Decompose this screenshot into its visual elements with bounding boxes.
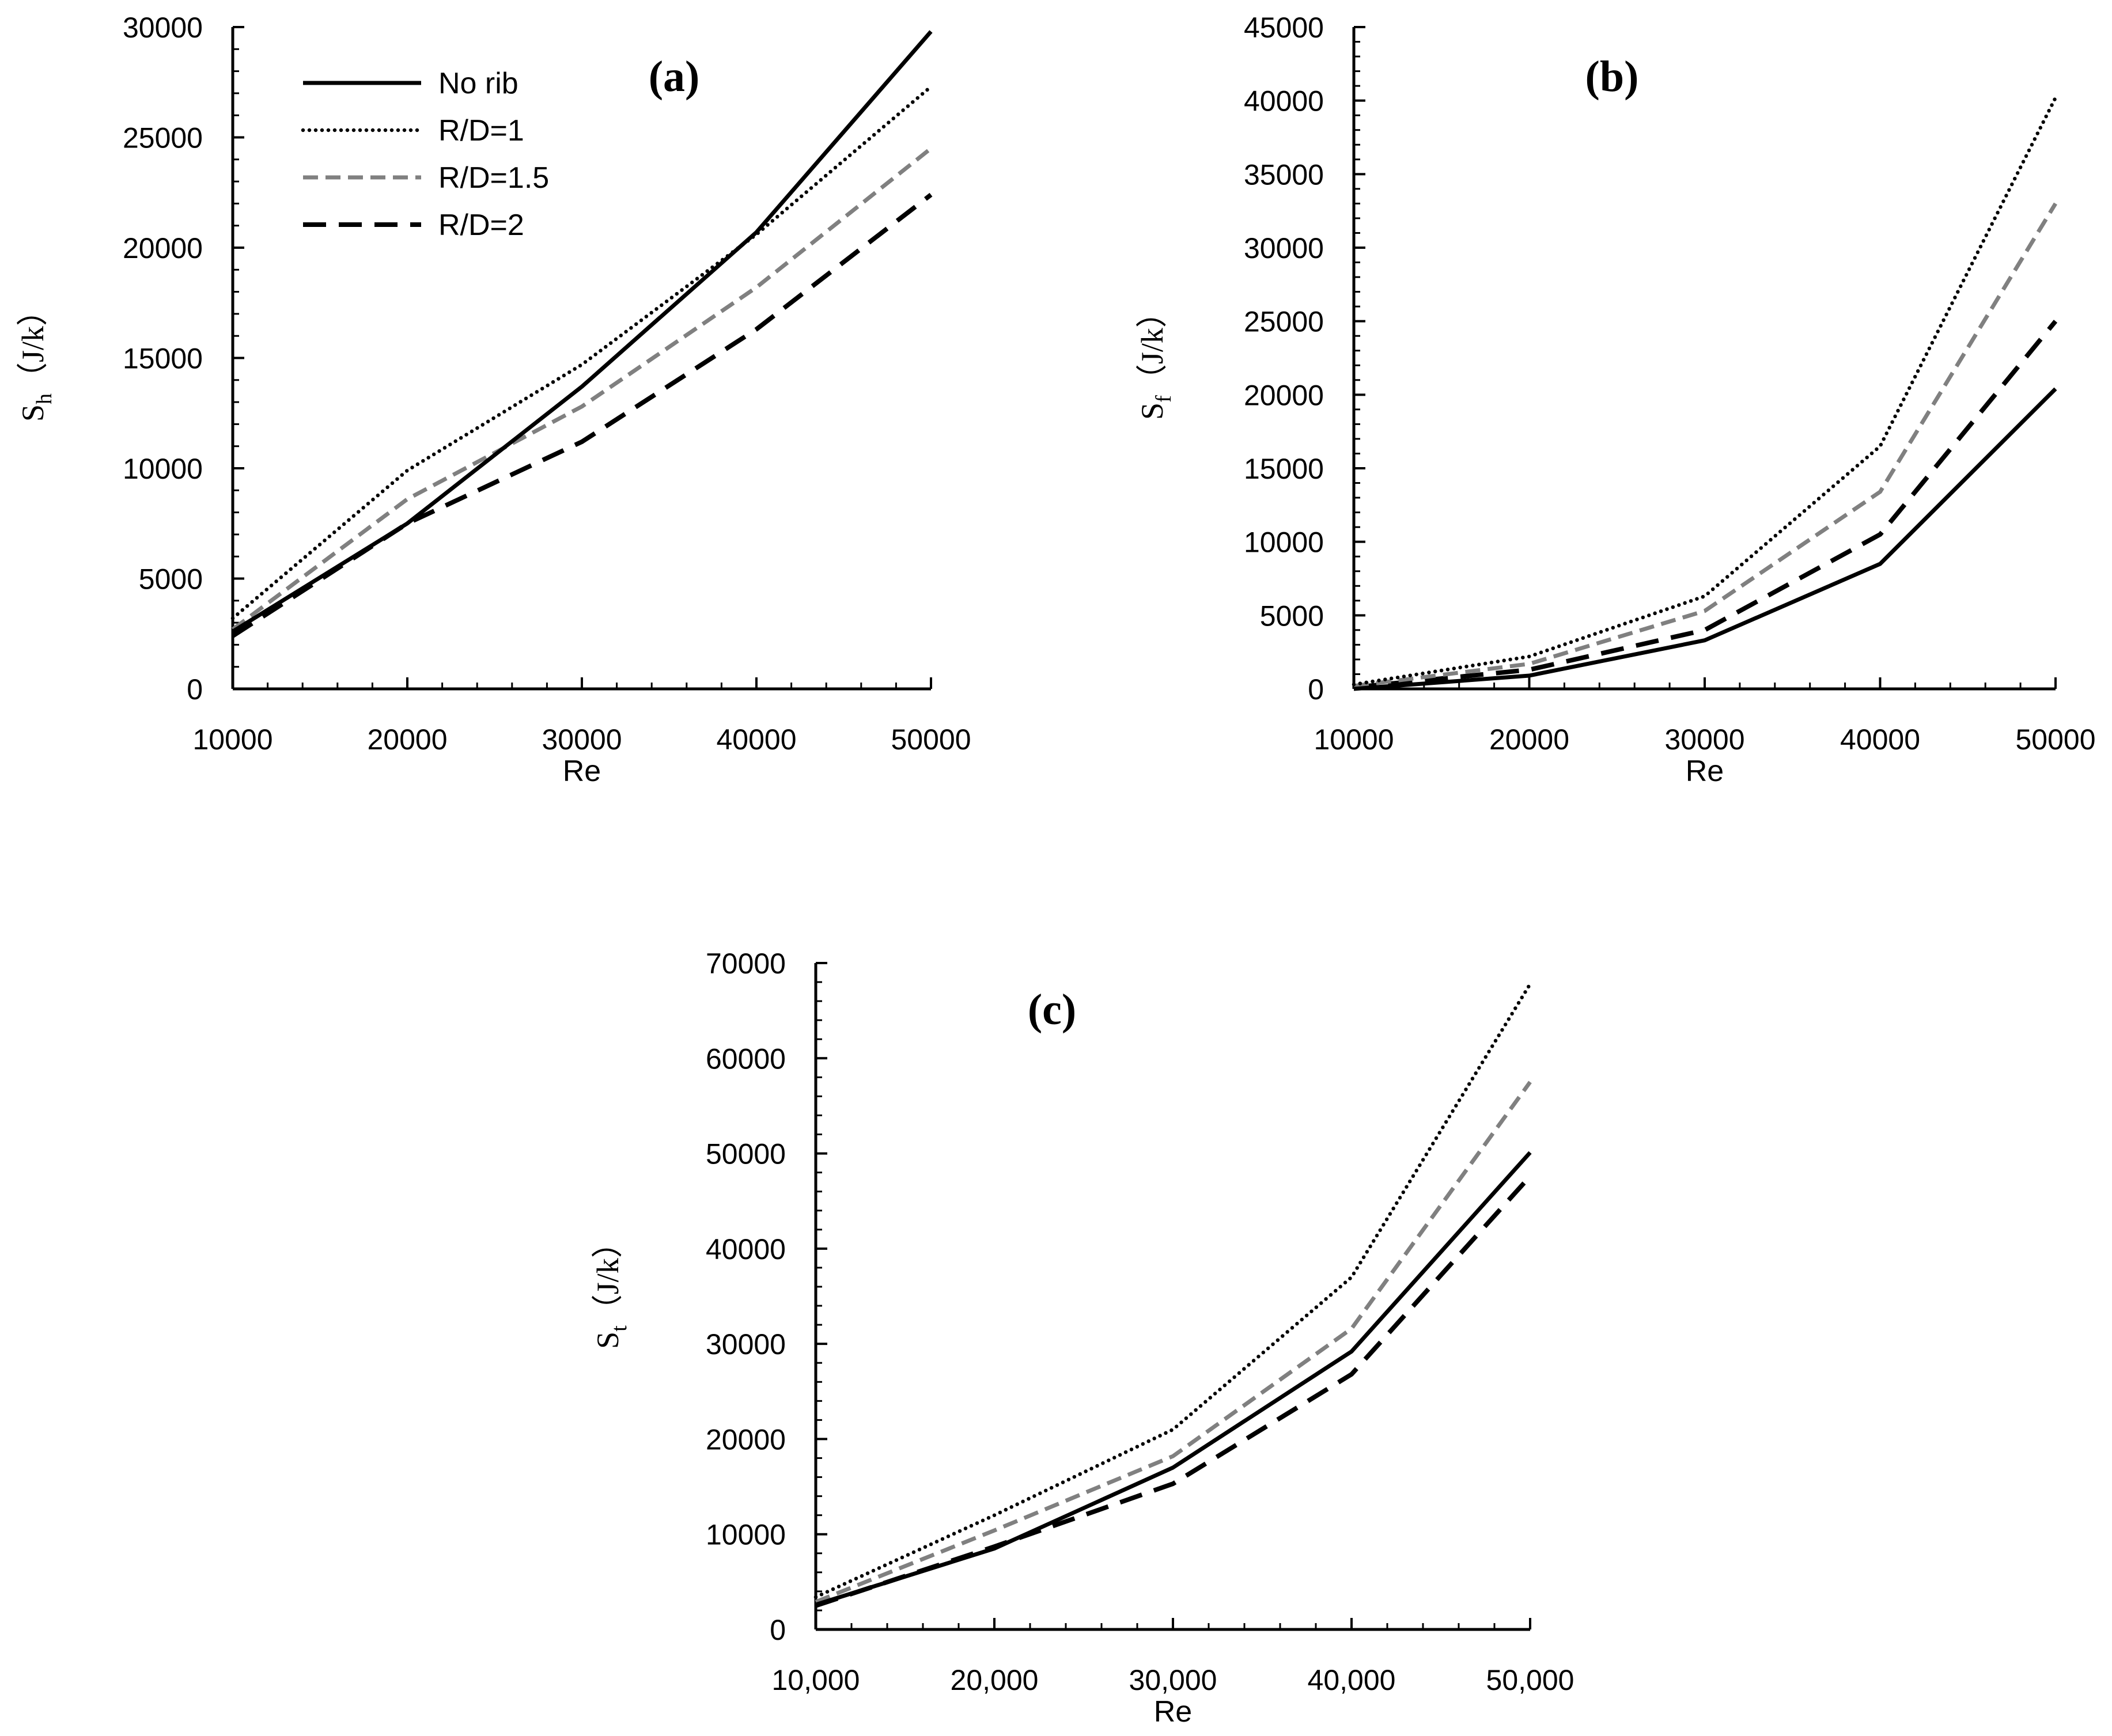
legend: No rib R/D=1 R/D=1.5 R/D=2 [301,67,549,242]
y-tick-label: 30000 [1244,232,1324,264]
x-tick-label: 40000 [716,723,796,756]
y-axis-unit: （J/k） [1135,297,1169,395]
y-tick-label: 35000 [1244,158,1324,191]
y-axis-title: St（J/k） [591,1227,631,1349]
y-tick-label: 30000 [123,12,203,44]
series-line-r-d-1 [813,982,1532,1599]
y-tick-label: 25000 [1244,306,1324,338]
legend-label-no-rib: No rib [438,67,518,100]
y-tick-label: 10000 [1244,526,1324,559]
x-axis-title: Re [1686,755,1724,788]
y-tick-label: 40000 [706,1233,786,1265]
x-tick-label: 30,000 [1129,1664,1217,1696]
series-line-no-rib [232,30,933,634]
y-axis-unit: （J/k） [591,1227,625,1325]
panel-a-chart: 0 5000 10000 15000 20000 25000 30000 10000 20000… [16,12,971,788]
y-axis-unit: （J/k） [16,295,50,393]
series-line-r-d-2 [231,192,933,638]
x-tick-label: 10,000 [772,1664,860,1696]
series-line-r-d-1 [230,85,933,620]
y-tick-label: 10000 [123,453,203,485]
x-tick-label: 30000 [1664,723,1744,756]
x-tick-label: 20000 [367,723,447,756]
y-axis-subscript: t [607,1325,631,1332]
panel-c-chart: 0 10000 20000 30000 40000 50000 60000 70000 10,0… [591,947,1574,1729]
x-tick-label: 40000 [1840,723,1920,756]
y-tick-label: 0 [1308,673,1324,706]
y-tick-label: 70000 [706,947,786,980]
y-axis-symbol: S [1135,403,1169,420]
series-line-r-d-1 [1352,96,2058,687]
panel-label: (a) [649,52,700,101]
y-tick-label: 45000 [1244,12,1324,44]
x-tick-label: 10000 [192,723,272,756]
y-axis-title: Sh（J/k） [16,295,56,422]
x-tick-label: 50000 [2015,723,2095,756]
panel-label: (b) [1585,52,1639,101]
y-tick-label: 25000 [123,122,203,154]
x-axis-title: Re [1154,1695,1192,1729]
y-tick-label: 40000 [1244,85,1324,117]
y-axis-subscript: f [1152,395,1176,403]
y-tick-label: 10000 [706,1519,786,1551]
series-line-no-rib [815,1151,1532,1607]
series-line-r-d-2 [1353,320,2058,690]
y-axis-subscript: h [32,393,56,404]
x-tick-label: 20,000 [951,1664,1039,1696]
y-tick-label: 20000 [1244,379,1324,411]
y-axis-symbol: S [591,1332,625,1349]
y-tick-label: 0 [187,673,203,706]
y-tick-label: 0 [770,1614,786,1646]
series-line-r-d-1-5 [815,1081,1532,1604]
panel-b-chart: 0 5000 10000 15000 20000 25000 30000 35000 40000… [1135,12,2096,788]
x-tick-label: 50,000 [1486,1664,1574,1696]
y-axis-symbol: S [16,404,50,422]
series-line-no-rib [1353,387,2057,691]
x-tick-label: 40,000 [1308,1664,1396,1696]
y-tick-label: 20000 [123,232,203,264]
y-tick-label: 5000 [139,563,203,596]
x-axis-title: Re [563,755,601,788]
x-tick-label: 30000 [542,723,622,756]
series-line-r-d-2 [815,1174,1532,1608]
legend-label-r-d-2: R/D=2 [438,209,524,242]
y-tick-label: 60000 [706,1043,786,1075]
series-line-r-d-1-5 [1353,202,2057,688]
x-tick-label: 10000 [1314,723,1394,756]
legend-label-r-d-1-5: R/D=1.5 [438,161,549,195]
y-tick-label: 15000 [1244,453,1324,485]
y-tick-label: 50000 [706,1138,786,1170]
y-tick-label: 20000 [706,1423,786,1455]
panel-label: (c) [1028,985,1076,1034]
x-tick-label: 50000 [891,723,971,756]
y-tick-label: 15000 [123,343,203,375]
y-tick-label: 5000 [1260,600,1324,632]
series-line-r-d-1-5 [231,146,933,631]
legend-label-r-d-1: R/D=1 [438,114,524,147]
y-axis-title: Sf（J/k） [1135,297,1176,420]
x-tick-label: 20000 [1489,723,1569,756]
y-tick-label: 30000 [706,1328,786,1360]
